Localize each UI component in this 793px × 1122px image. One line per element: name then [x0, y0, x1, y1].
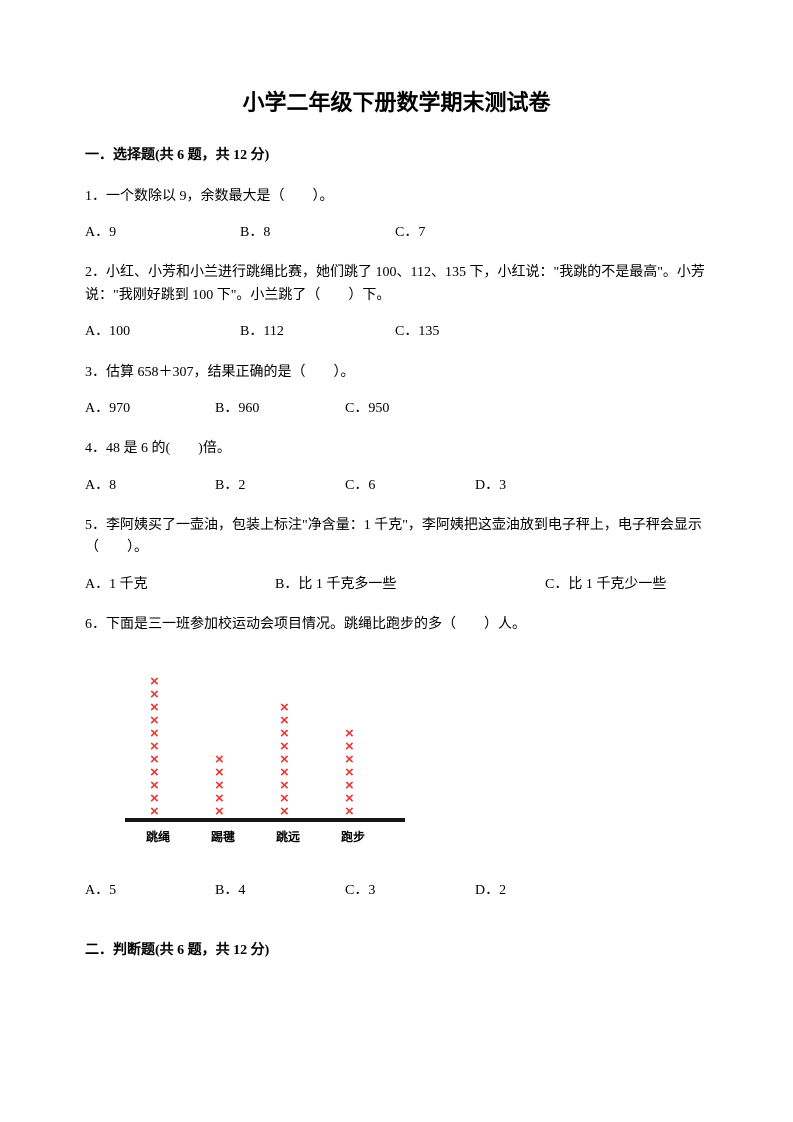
q5-options: A．1 千克 B．比 1 千克多一些 C．比 1 千克少一些	[85, 574, 708, 596]
q5-option-b: B．比 1 千克多一些	[275, 574, 545, 596]
q4-option-a: A．8	[85, 475, 215, 497]
x-mark-icon: ×	[150, 805, 159, 818]
q6-text: 6．下面是三一班参加校运动会项目情况。跳绳比跑步的多（ ）人。	[85, 614, 708, 636]
q6-options: A．5 B．4 C．3 D．2	[85, 880, 708, 902]
q1-option-b: B．8	[240, 222, 395, 244]
page-title: 小学二年级下册数学期末测试卷	[85, 85, 708, 120]
question-4: 4．48 是 6 的( )倍。 A．8 B．2 C．6 D．3	[85, 438, 708, 497]
question-2: 2．小红、小芳和小兰进行跳绳比赛，她们跳了 100、112、135 下，小红说：…	[85, 262, 708, 343]
chart-column-0: ×××××××××××	[150, 675, 159, 818]
q4-option-c: C．6	[345, 475, 475, 497]
q4-option-b: B．2	[215, 475, 345, 497]
x-mark-icon: ×	[345, 805, 354, 818]
q1-options: A．9 B．8 C．7	[85, 222, 708, 244]
q5-text: 5．李阿姨买了一壶油，包装上标注"净含量：1 千克"，李阿姨把这壶油放到电子秤上…	[85, 515, 708, 560]
chart-x-axis	[125, 818, 405, 822]
question-5: 5．李阿姨买了一壶油，包装上标注"净含量：1 千克"，李阿姨把这壶油放到电子秤上…	[85, 515, 708, 596]
q6-option-b: B．4	[215, 880, 345, 902]
q1-text: 1．一个数除以 9，余数最大是（ ）。	[85, 186, 708, 208]
q1-option-a: A．9	[85, 222, 240, 244]
question-3: 3．估算 658＋307，结果正确的是（ ）。 A．970 B．960 C．95…	[85, 362, 708, 421]
q3-option-a: A．970	[85, 398, 215, 420]
chart-column-2: ×××××××××	[280, 701, 289, 818]
q4-text: 4．48 是 6 的( )倍。	[85, 438, 708, 460]
q3-option-b: B．960	[215, 398, 345, 420]
x-mark-icon: ×	[215, 805, 224, 818]
q4-options: A．8 B．2 C．6 D．3	[85, 475, 708, 497]
q2-text: 2．小红、小芳和小兰进行跳绳比赛，她们跳了 100、112、135 下，小红说：…	[85, 262, 708, 307]
q4-option-d: D．3	[475, 475, 605, 497]
chart-label-0: 跳绳	[138, 828, 178, 847]
pictograph-chart: ××××××××××× 跳绳 ××××× 踢毽 ××××××××× 跳远 ××××××× 跑步	[125, 657, 415, 852]
chart-label-1: 踢毽	[203, 828, 243, 847]
q3-text: 3．估算 658＋307，结果正确的是（ ）。	[85, 362, 708, 384]
chart-label-2: 跳远	[268, 828, 308, 847]
chart-column-1: ×××××	[215, 753, 224, 818]
q2-options: A．100 B．112 C．135	[85, 321, 708, 343]
chart-label-3: 跑步	[333, 828, 373, 847]
q6-option-d: D．2	[475, 880, 605, 902]
q2-option-b: B．112	[240, 321, 395, 343]
chart-column-3: ×××××××	[345, 727, 354, 818]
q1-option-c: C．7	[395, 222, 550, 244]
q5-option-a: A．1 千克	[85, 574, 275, 596]
q5-option-c: C．比 1 千克少一些	[545, 574, 666, 596]
section-1-header: 一．选择题(共 6 题，共 12 分)	[85, 145, 708, 167]
q3-options: A．970 B．960 C．950	[85, 398, 708, 420]
x-mark-icon: ×	[280, 805, 289, 818]
question-6: 6．下面是三一班参加校运动会项目情况。跳绳比跑步的多（ ）人。 ××××××××…	[85, 614, 708, 902]
q6-option-c: C．3	[345, 880, 475, 902]
q6-option-a: A．5	[85, 880, 215, 902]
q2-option-a: A．100	[85, 321, 240, 343]
section-2-header: 二．判断题(共 6 题，共 12 分)	[85, 940, 708, 962]
q2-option-c: C．135	[395, 321, 550, 343]
q3-option-c: C．950	[345, 398, 475, 420]
question-1: 1．一个数除以 9，余数最大是（ ）。 A．9 B．8 C．7	[85, 186, 708, 245]
